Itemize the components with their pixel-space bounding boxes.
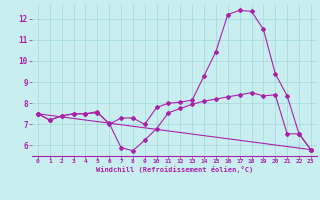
X-axis label: Windchill (Refroidissement éolien,°C): Windchill (Refroidissement éolien,°C) — [96, 166, 253, 173]
